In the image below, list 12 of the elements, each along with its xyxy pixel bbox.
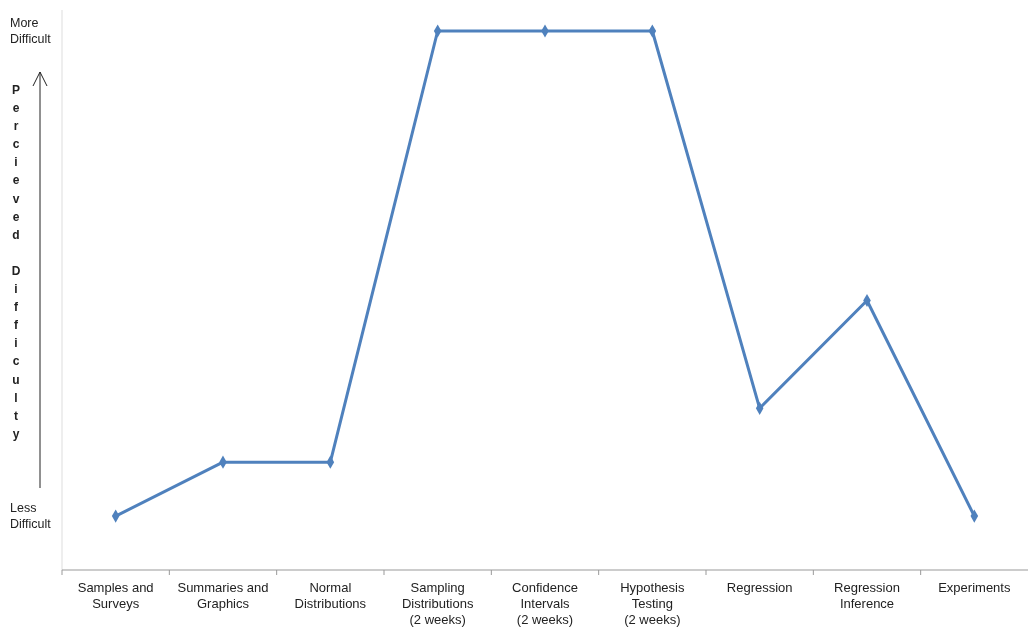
text: Less Difficult [10, 501, 52, 532]
x-tick-label: Regression Inference [834, 580, 900, 611]
x-tick-label: Samples and Surveys [77, 580, 154, 611]
text: More Difficult [10, 16, 52, 46]
text: Percieved Difficulty [11, 83, 21, 441]
x-tick-label: Experiments [938, 580, 1011, 595]
x-tick-label: Regression [726, 580, 793, 595]
x-tick-label: Summaries and Graphics [177, 580, 269, 611]
x-tick-label: Normal Distributions [294, 580, 367, 611]
x-tick-label: Sampling Distributions (2 weeks) [401, 580, 474, 627]
x-tick-label: Confidence Intervals (2 weeks) [512, 580, 578, 627]
x-tick-label: Hypothesis Testing (2 weeks) [620, 580, 685, 627]
